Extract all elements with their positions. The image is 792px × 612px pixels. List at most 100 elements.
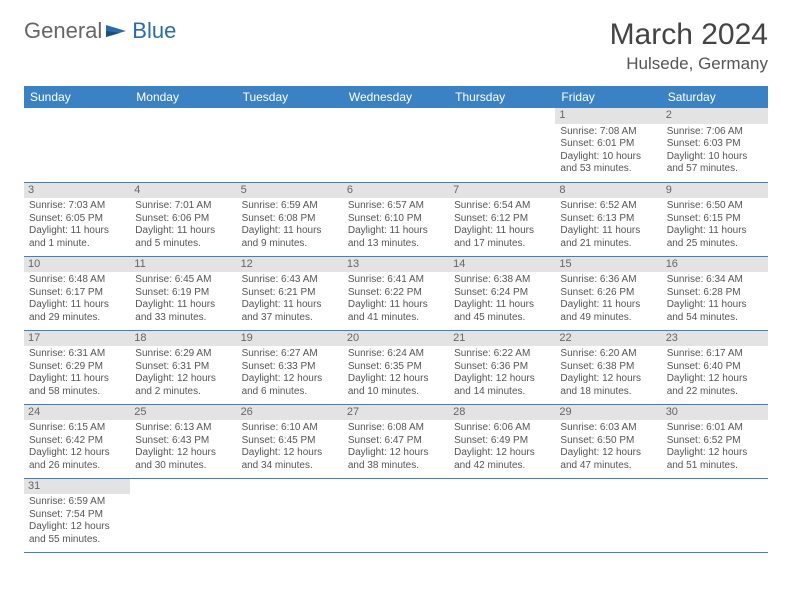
sunset-text: Sunset: 6:12 PM	[454, 213, 550, 226]
day-number: 7	[449, 183, 555, 199]
sunrise-text: Sunrise: 7:06 AM	[667, 126, 763, 139]
sunrise-text: Sunrise: 6:03 AM	[560, 422, 656, 435]
day-number: 16	[662, 257, 768, 273]
daylight-text: Daylight: 12 hours and 51 minutes.	[667, 447, 763, 472]
calendar-day-cell: 14Sunrise: 6:38 AMSunset: 6:24 PMDayligh…	[449, 256, 555, 330]
sunset-text: Sunset: 6:52 PM	[667, 435, 763, 448]
sunset-text: Sunset: 6:01 PM	[560, 138, 656, 151]
calendar-week-row: 24Sunrise: 6:15 AMSunset: 6:42 PMDayligh…	[24, 404, 768, 478]
sunset-text: Sunset: 6:45 PM	[242, 435, 338, 448]
sunset-text: Sunset: 6:05 PM	[29, 213, 125, 226]
sunset-text: Sunset: 6:10 PM	[348, 213, 444, 226]
daylight-text: Daylight: 11 hours and 5 minutes.	[135, 225, 231, 250]
sunset-text: Sunset: 6:22 PM	[348, 287, 444, 300]
daylight-text: Daylight: 12 hours and 47 minutes.	[560, 447, 656, 472]
daylight-text: Daylight: 11 hours and 1 minute.	[29, 225, 125, 250]
sunset-text: Sunset: 6:50 PM	[560, 435, 656, 448]
calendar-day-cell: 1Sunrise: 7:08 AMSunset: 6:01 PMDaylight…	[555, 108, 661, 182]
calendar-day-cell: 5Sunrise: 6:59 AMSunset: 6:08 PMDaylight…	[237, 182, 343, 256]
daylight-text: Daylight: 11 hours and 25 minutes.	[667, 225, 763, 250]
daylight-text: Daylight: 11 hours and 17 minutes.	[454, 225, 550, 250]
sunrise-text: Sunrise: 6:57 AM	[348, 200, 444, 213]
day-number: 11	[130, 257, 236, 273]
sunrise-text: Sunrise: 6:36 AM	[560, 274, 656, 287]
day-number: 29	[555, 405, 661, 421]
daylight-text: Daylight: 11 hours and 29 minutes.	[29, 299, 125, 324]
sunrise-text: Sunrise: 6:59 AM	[29, 496, 125, 509]
day-number: 2	[662, 108, 768, 124]
sunrise-text: Sunrise: 7:03 AM	[29, 200, 125, 213]
location: Hulsede, Germany	[610, 54, 768, 74]
calendar-day-cell: 18Sunrise: 6:29 AMSunset: 6:31 PMDayligh…	[130, 330, 236, 404]
calendar-day-cell	[343, 108, 449, 182]
sunset-text: Sunset: 6:15 PM	[667, 213, 763, 226]
logo-text-general: General	[24, 18, 102, 44]
sunrise-text: Sunrise: 6:10 AM	[242, 422, 338, 435]
sunset-text: Sunset: 6:03 PM	[667, 138, 763, 151]
day-number: 4	[130, 183, 236, 199]
sunset-text: Sunset: 6:28 PM	[667, 287, 763, 300]
daylight-text: Daylight: 12 hours and 42 minutes.	[454, 447, 550, 472]
daylight-text: Daylight: 12 hours and 34 minutes.	[242, 447, 338, 472]
day-number: 13	[343, 257, 449, 273]
day-number: 5	[237, 183, 343, 199]
sunset-text: Sunset: 6:38 PM	[560, 361, 656, 374]
day-of-week-row: SundayMondayTuesdayWednesdayThursdayFrid…	[24, 86, 768, 108]
sunrise-text: Sunrise: 6:31 AM	[29, 348, 125, 361]
calendar-day-cell: 23Sunrise: 6:17 AMSunset: 6:40 PMDayligh…	[662, 330, 768, 404]
calendar-week-row: 17Sunrise: 6:31 AMSunset: 6:29 PMDayligh…	[24, 330, 768, 404]
daylight-text: Daylight: 12 hours and 30 minutes.	[135, 447, 231, 472]
day-number: 6	[343, 183, 449, 199]
sunset-text: Sunset: 6:47 PM	[348, 435, 444, 448]
daylight-text: Daylight: 11 hours and 37 minutes.	[242, 299, 338, 324]
calendar-day-cell: 7Sunrise: 6:54 AMSunset: 6:12 PMDaylight…	[449, 182, 555, 256]
daylight-text: Daylight: 12 hours and 18 minutes.	[560, 373, 656, 398]
daylight-text: Daylight: 12 hours and 14 minutes.	[454, 373, 550, 398]
sunset-text: Sunset: 6:49 PM	[454, 435, 550, 448]
sunrise-text: Sunrise: 7:08 AM	[560, 126, 656, 139]
daylight-text: Daylight: 11 hours and 21 minutes.	[560, 225, 656, 250]
daylight-text: Daylight: 12 hours and 26 minutes.	[29, 447, 125, 472]
calendar-day-cell: 24Sunrise: 6:15 AMSunset: 6:42 PMDayligh…	[24, 404, 130, 478]
sunset-text: Sunset: 6:06 PM	[135, 213, 231, 226]
day-number: 26	[237, 405, 343, 421]
sunrise-text: Sunrise: 6:52 AM	[560, 200, 656, 213]
day-of-week-header: Saturday	[662, 86, 768, 108]
calendar-day-cell	[449, 478, 555, 552]
calendar-day-cell: 17Sunrise: 6:31 AMSunset: 6:29 PMDayligh…	[24, 330, 130, 404]
sunrise-text: Sunrise: 6:27 AM	[242, 348, 338, 361]
calendar-head: SundayMondayTuesdayWednesdayThursdayFrid…	[24, 86, 768, 108]
sunset-text: Sunset: 6:24 PM	[454, 287, 550, 300]
sunrise-text: Sunrise: 6:41 AM	[348, 274, 444, 287]
calendar-day-cell: 16Sunrise: 6:34 AMSunset: 6:28 PMDayligh…	[662, 256, 768, 330]
sunrise-text: Sunrise: 6:45 AM	[135, 274, 231, 287]
day-number: 31	[24, 479, 130, 495]
calendar-day-cell: 19Sunrise: 6:27 AMSunset: 6:33 PMDayligh…	[237, 330, 343, 404]
flag-icon	[106, 23, 128, 39]
sunrise-text: Sunrise: 6:15 AM	[29, 422, 125, 435]
sunset-text: Sunset: 6:43 PM	[135, 435, 231, 448]
calendar-day-cell: 22Sunrise: 6:20 AMSunset: 6:38 PMDayligh…	[555, 330, 661, 404]
daylight-text: Daylight: 11 hours and 49 minutes.	[560, 299, 656, 324]
daylight-text: Daylight: 12 hours and 10 minutes.	[348, 373, 444, 398]
sunset-text: Sunset: 6:13 PM	[560, 213, 656, 226]
calendar-day-cell: 4Sunrise: 7:01 AMSunset: 6:06 PMDaylight…	[130, 182, 236, 256]
daylight-text: Daylight: 12 hours and 2 minutes.	[135, 373, 231, 398]
calendar-day-cell: 27Sunrise: 6:08 AMSunset: 6:47 PMDayligh…	[343, 404, 449, 478]
calendar-day-cell: 3Sunrise: 7:03 AMSunset: 6:05 PMDaylight…	[24, 182, 130, 256]
day-number: 9	[662, 183, 768, 199]
daylight-text: Daylight: 10 hours and 57 minutes.	[667, 151, 763, 176]
sunrise-text: Sunrise: 7:01 AM	[135, 200, 231, 213]
logo-text-blue: Blue	[132, 18, 176, 44]
daylight-text: Daylight: 12 hours and 38 minutes.	[348, 447, 444, 472]
sunset-text: Sunset: 6:17 PM	[29, 287, 125, 300]
day-number: 25	[130, 405, 236, 421]
calendar-day-cell	[130, 108, 236, 182]
calendar-day-cell: 28Sunrise: 6:06 AMSunset: 6:49 PMDayligh…	[449, 404, 555, 478]
day-of-week-header: Wednesday	[343, 86, 449, 108]
calendar-day-cell: 31Sunrise: 6:59 AMSunset: 7:54 PMDayligh…	[24, 478, 130, 552]
day-number: 28	[449, 405, 555, 421]
day-number: 14	[449, 257, 555, 273]
calendar-day-cell: 11Sunrise: 6:45 AMSunset: 6:19 PMDayligh…	[130, 256, 236, 330]
calendar-day-cell: 25Sunrise: 6:13 AMSunset: 6:43 PMDayligh…	[130, 404, 236, 478]
